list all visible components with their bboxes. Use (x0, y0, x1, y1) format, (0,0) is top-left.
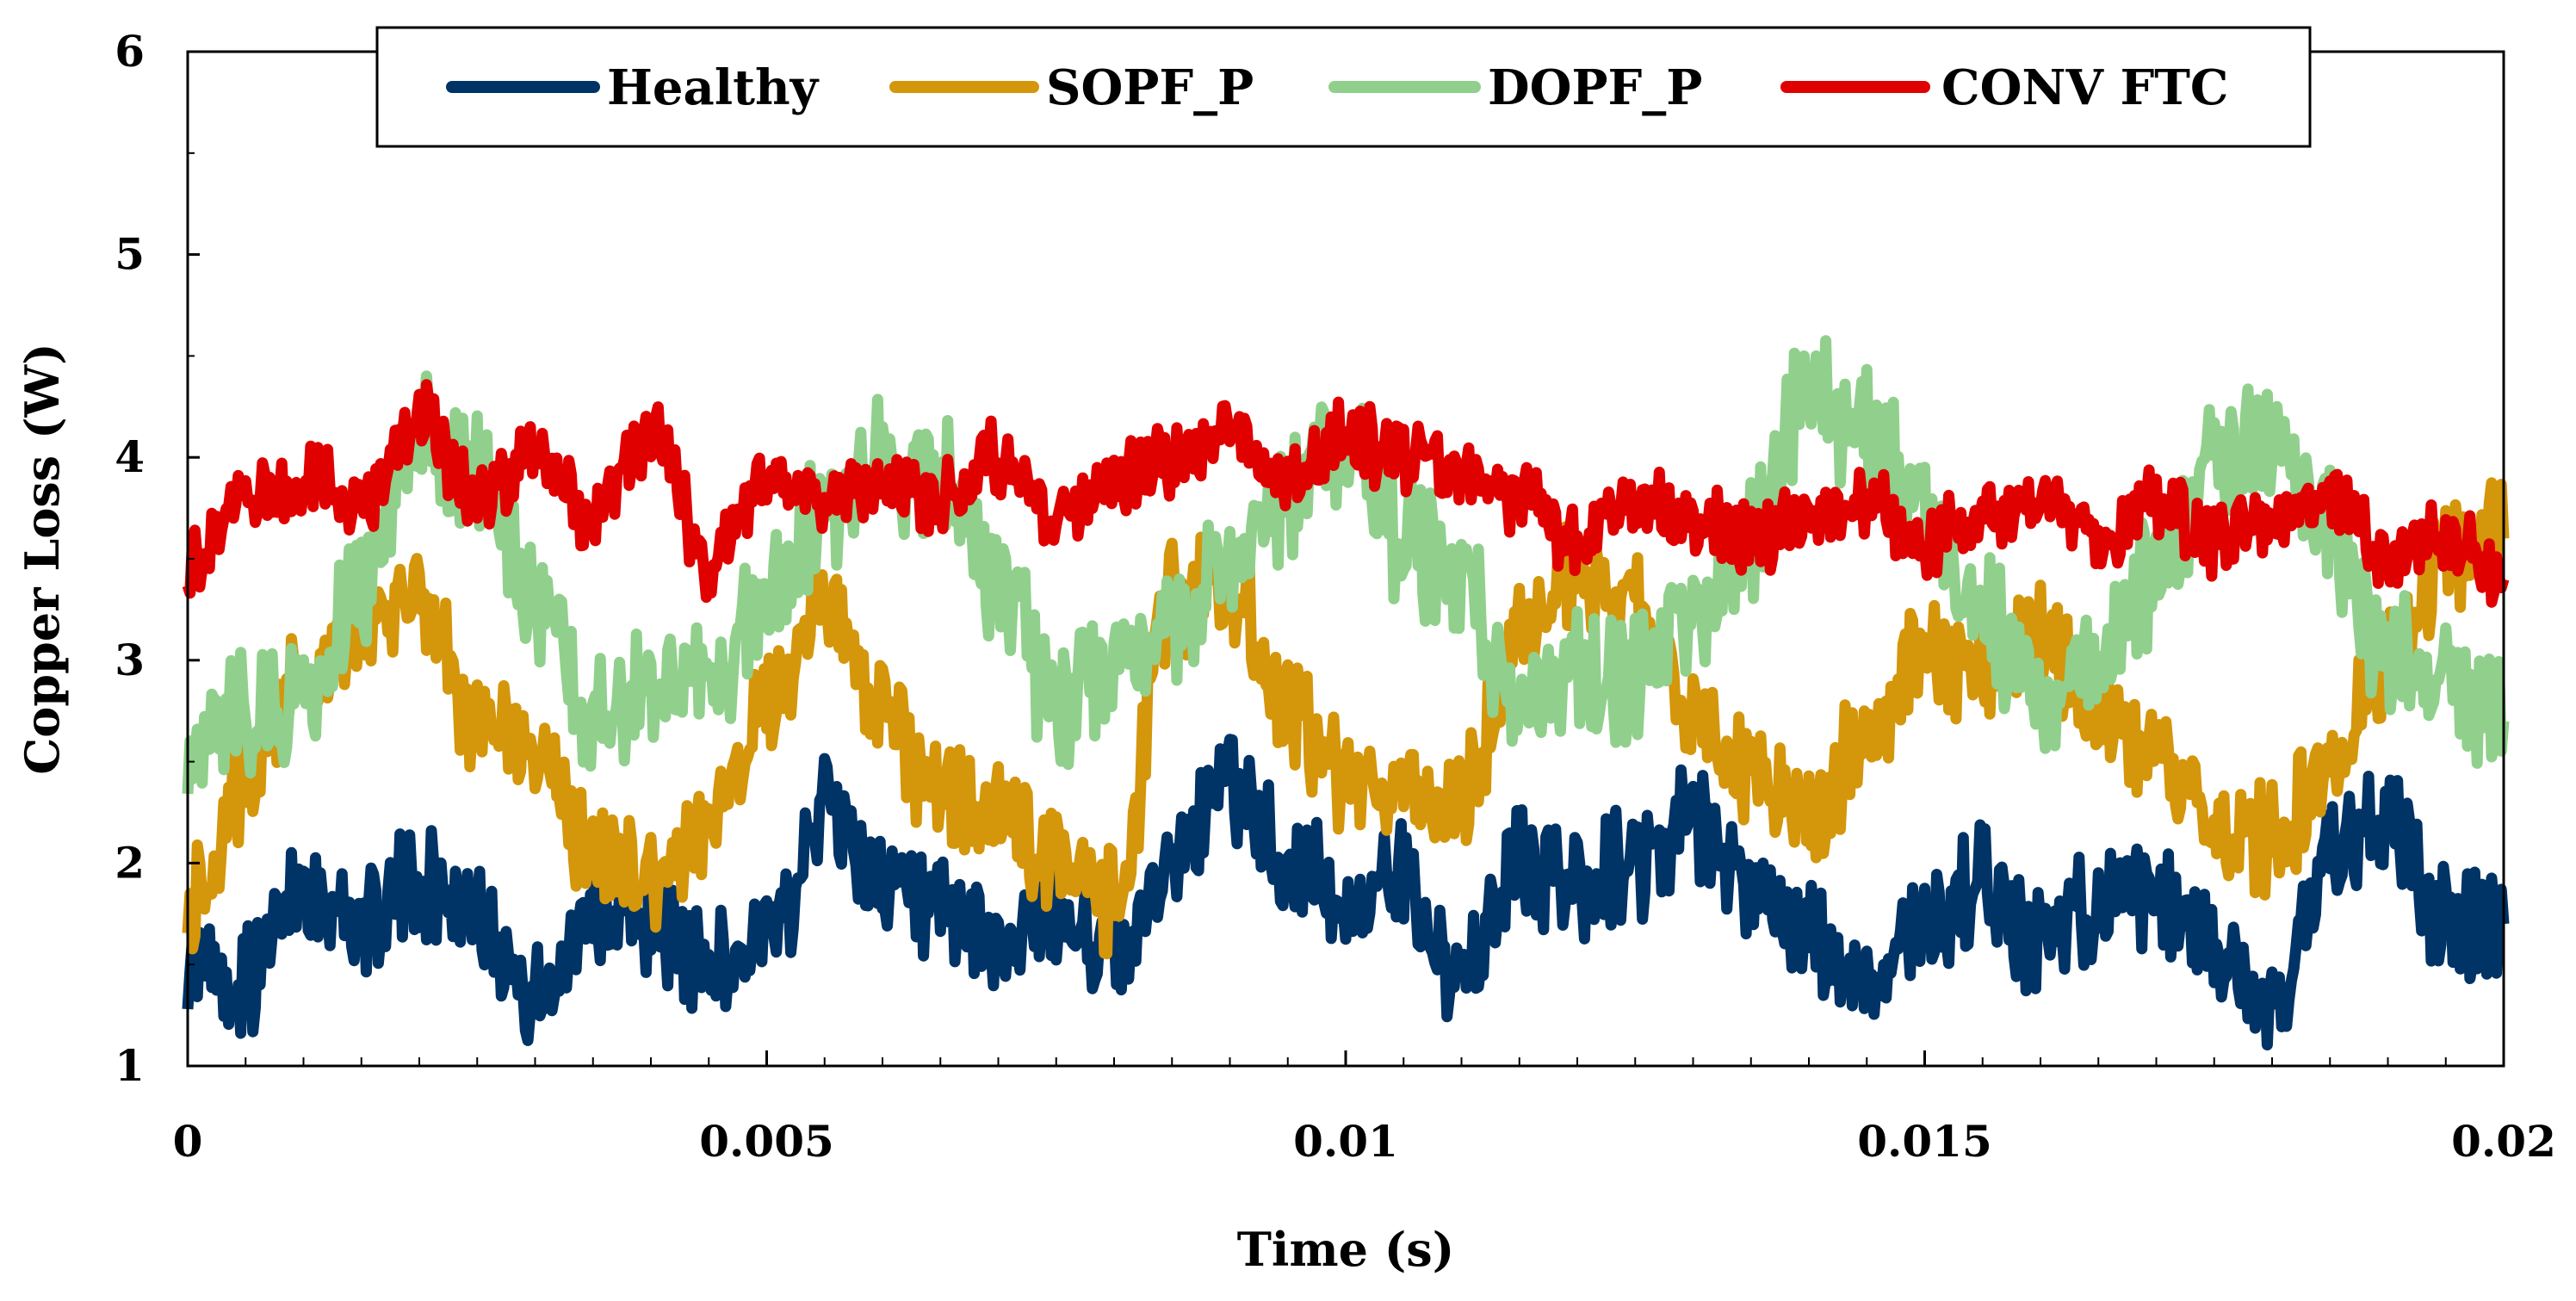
x-tick-label: 0.015 (1857, 1116, 1992, 1167)
x-tick-label: 0.02 (2451, 1116, 2556, 1167)
legend-label-sopf-p: SOPF_P (1046, 59, 1254, 116)
legend: Healthy SOPF_P DOPF_P CONV FTC (375, 26, 2312, 148)
legend-label-conv-ftc: CONV FTC (1941, 59, 2228, 116)
series-line-conv-ftc (182, 379, 2510, 608)
series-line-dopf-p (182, 335, 2510, 795)
legend-label-healthy: Healthy (607, 59, 820, 116)
y-tick-label: 6 (115, 26, 145, 77)
x-tick-label: 0.01 (1293, 1116, 1398, 1167)
series-line-sopf-p (182, 477, 2510, 960)
legend-label-dopf-p: DOPF_P (1488, 59, 1702, 116)
series-line-healthy (182, 734, 2510, 1050)
y-tick-label: 2 (115, 837, 145, 888)
series-layer (182, 335, 2510, 1050)
x-tick-label: 0 (173, 1116, 203, 1167)
y-tick-label: 4 (115, 431, 145, 482)
tick-layer: 1 2 3 4 5 6 0 0.005 0.01 0.015 0.02 (115, 26, 2556, 1167)
x-axis-label: Time (s) (1237, 1222, 1455, 1277)
x-tick-label: 0.005 (699, 1116, 834, 1167)
y-tick-label: 5 (115, 229, 145, 280)
y-axis-label: Copper Loss (W) (15, 343, 70, 774)
y-tick-label: 1 (115, 1040, 145, 1091)
y-tick-label: 3 (115, 635, 145, 685)
